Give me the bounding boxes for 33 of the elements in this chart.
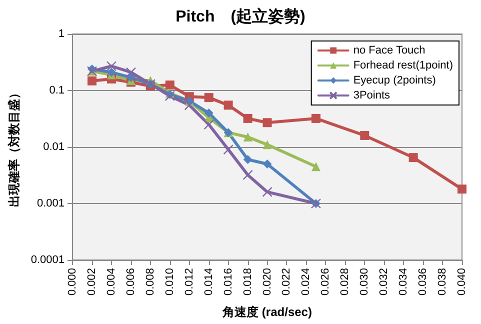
x-tick-label: 0.002 [86,268,98,296]
x-tick-label: 0.034 [398,268,410,296]
x-tick-label: 0.036 [417,268,430,296]
x-tick-label: 0.018 [242,268,254,296]
x-tick-label: 0.012 [183,268,196,296]
y-tick-label: 1 [58,28,65,40]
x-tick-label: 0.024 [300,268,312,296]
x-tick-label: 0.016 [222,268,234,296]
x-tick-label: 0.032 [378,268,390,296]
x-tick-label: 0.004 [105,268,118,296]
x-tick-label: 0.020 [261,268,274,296]
x-axis-title: 角速度 (rad/sec) [222,305,312,319]
legend-label: Forhead rest(1point) [353,60,454,72]
y-tick-label: 0.001 [37,198,65,210]
y-tick-label: 0.0001 [30,254,65,266]
legend-label: no Face Touch [353,44,426,56]
x-tick-label: 0.026 [320,268,332,296]
x-tick-label: 0.028 [339,268,352,296]
x-tick-label: 0.000 [66,268,79,296]
legend-label: 3Points [353,90,391,102]
legend-label: Eyecup (2points) [353,74,436,86]
x-tick-label: 0.014 [202,268,215,296]
y-tick-label: 0.1 [49,84,65,96]
x-tick-label: 0.006 [124,268,137,296]
chart-title: Pitch (起立姿勢) [176,6,306,26]
y-axis-title: 出現確率（対数目盛） [7,87,21,207]
x-tick-label: 0.038 [436,268,449,296]
x-tick-label: 0.022 [280,268,293,296]
y-tick-label: 0.01 [43,141,65,153]
x-tick-label: 0.008 [144,268,156,296]
x-tick-label: 0.040 [456,268,468,296]
x-tick-label: 0.010 [164,268,176,296]
x-tick-label: 0.030 [358,268,371,296]
